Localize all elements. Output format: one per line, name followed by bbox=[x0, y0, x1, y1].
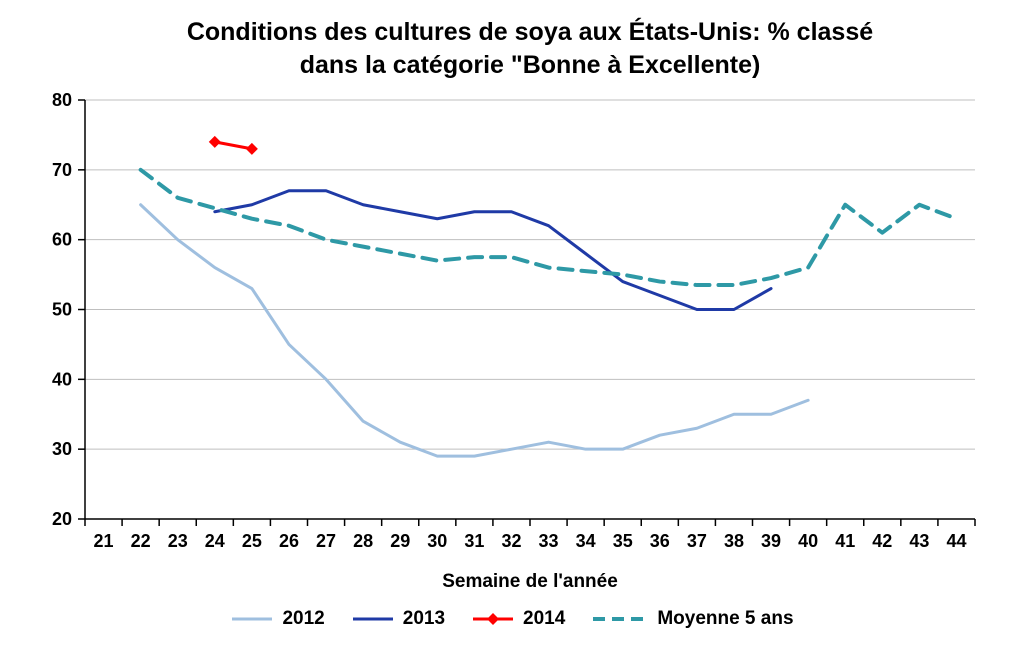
legend-label: 2013 bbox=[402, 608, 446, 629]
x-tick-label: 44 bbox=[946, 531, 966, 551]
x-tick-label: 21 bbox=[94, 531, 114, 551]
x-tick-label: 28 bbox=[353, 531, 373, 551]
series-marker-2014 bbox=[245, 142, 258, 155]
x-axis-title: Semaine de l'année bbox=[442, 571, 618, 592]
legend-item-2014: 2014 bbox=[471, 608, 565, 630]
x-tick-label: 37 bbox=[687, 531, 707, 551]
x-tick-label: 38 bbox=[724, 531, 744, 551]
x-tick-label: 42 bbox=[872, 531, 892, 551]
x-tick-label: 27 bbox=[316, 531, 336, 551]
x-tick-label: 35 bbox=[613, 531, 633, 551]
series-line-moyenne-5-ans bbox=[138, 167, 959, 288]
series-line-2014 bbox=[213, 140, 254, 151]
x-tick-label: 26 bbox=[279, 531, 299, 551]
x-tick-label: 32 bbox=[501, 531, 521, 551]
x-tick-label: 39 bbox=[761, 531, 781, 551]
x-tick-label: 36 bbox=[650, 531, 670, 551]
legend: 2012 2013 2014 Moyenne 5 ans bbox=[0, 608, 1024, 630]
series-line-2013 bbox=[213, 189, 773, 311]
legend-swatch bbox=[232, 617, 273, 621]
legend-label: Moyenne 5 ans bbox=[657, 608, 794, 629]
series-line-2012 bbox=[139, 203, 810, 458]
x-tick-label: 31 bbox=[464, 531, 484, 551]
x-tick-label: 23 bbox=[168, 531, 188, 551]
x-tick-label: 24 bbox=[205, 531, 225, 551]
y-tick-label: 30 bbox=[52, 439, 72, 459]
x-tick-label: 33 bbox=[539, 531, 559, 551]
y-tick-label: 50 bbox=[52, 300, 72, 320]
chart-title-line1: Conditions des cultures de soya aux État… bbox=[186, 18, 874, 46]
x-tick-label: 40 bbox=[798, 531, 818, 551]
chart-title-line2: dans la catégorie "Bonne à Excellente) bbox=[299, 51, 761, 79]
y-tick-label: 40 bbox=[52, 369, 72, 389]
legend-item-2012: 2012 bbox=[230, 608, 325, 630]
legend-swatch bbox=[352, 617, 393, 621]
legend-label: 2012 bbox=[282, 608, 325, 629]
legend-item-2013: 2013 bbox=[351, 608, 445, 630]
legend-item-moyenne-5-ans: Moyenne 5 ans bbox=[591, 608, 794, 630]
legend-swatch bbox=[473, 613, 514, 625]
x-tick-label: 30 bbox=[427, 531, 447, 551]
legend-label: 2014 bbox=[523, 608, 566, 629]
x-tick-label: 22 bbox=[131, 531, 151, 551]
chart-title: Conditions des cultures de soya aux État… bbox=[85, 16, 975, 82]
y-tick-label: 70 bbox=[52, 160, 72, 180]
series-marker-2014 bbox=[208, 135, 221, 148]
y-tick-label: 60 bbox=[52, 230, 72, 250]
x-tick-label: 34 bbox=[576, 531, 596, 551]
y-tick-label: 80 bbox=[52, 90, 72, 110]
legend-swatch bbox=[593, 617, 648, 621]
x-tick-label: 43 bbox=[909, 531, 929, 551]
x-tick-label: 29 bbox=[390, 531, 410, 551]
plot-area: 20 30 40 50 60 70 80 21 22 23 24 25 26 27 28 29 30 31 32 33… bbox=[52, 90, 976, 551]
x-tick-label: 25 bbox=[242, 531, 262, 551]
x-tick-label: 41 bbox=[835, 531, 855, 551]
y-tick-label: 20 bbox=[52, 509, 72, 529]
